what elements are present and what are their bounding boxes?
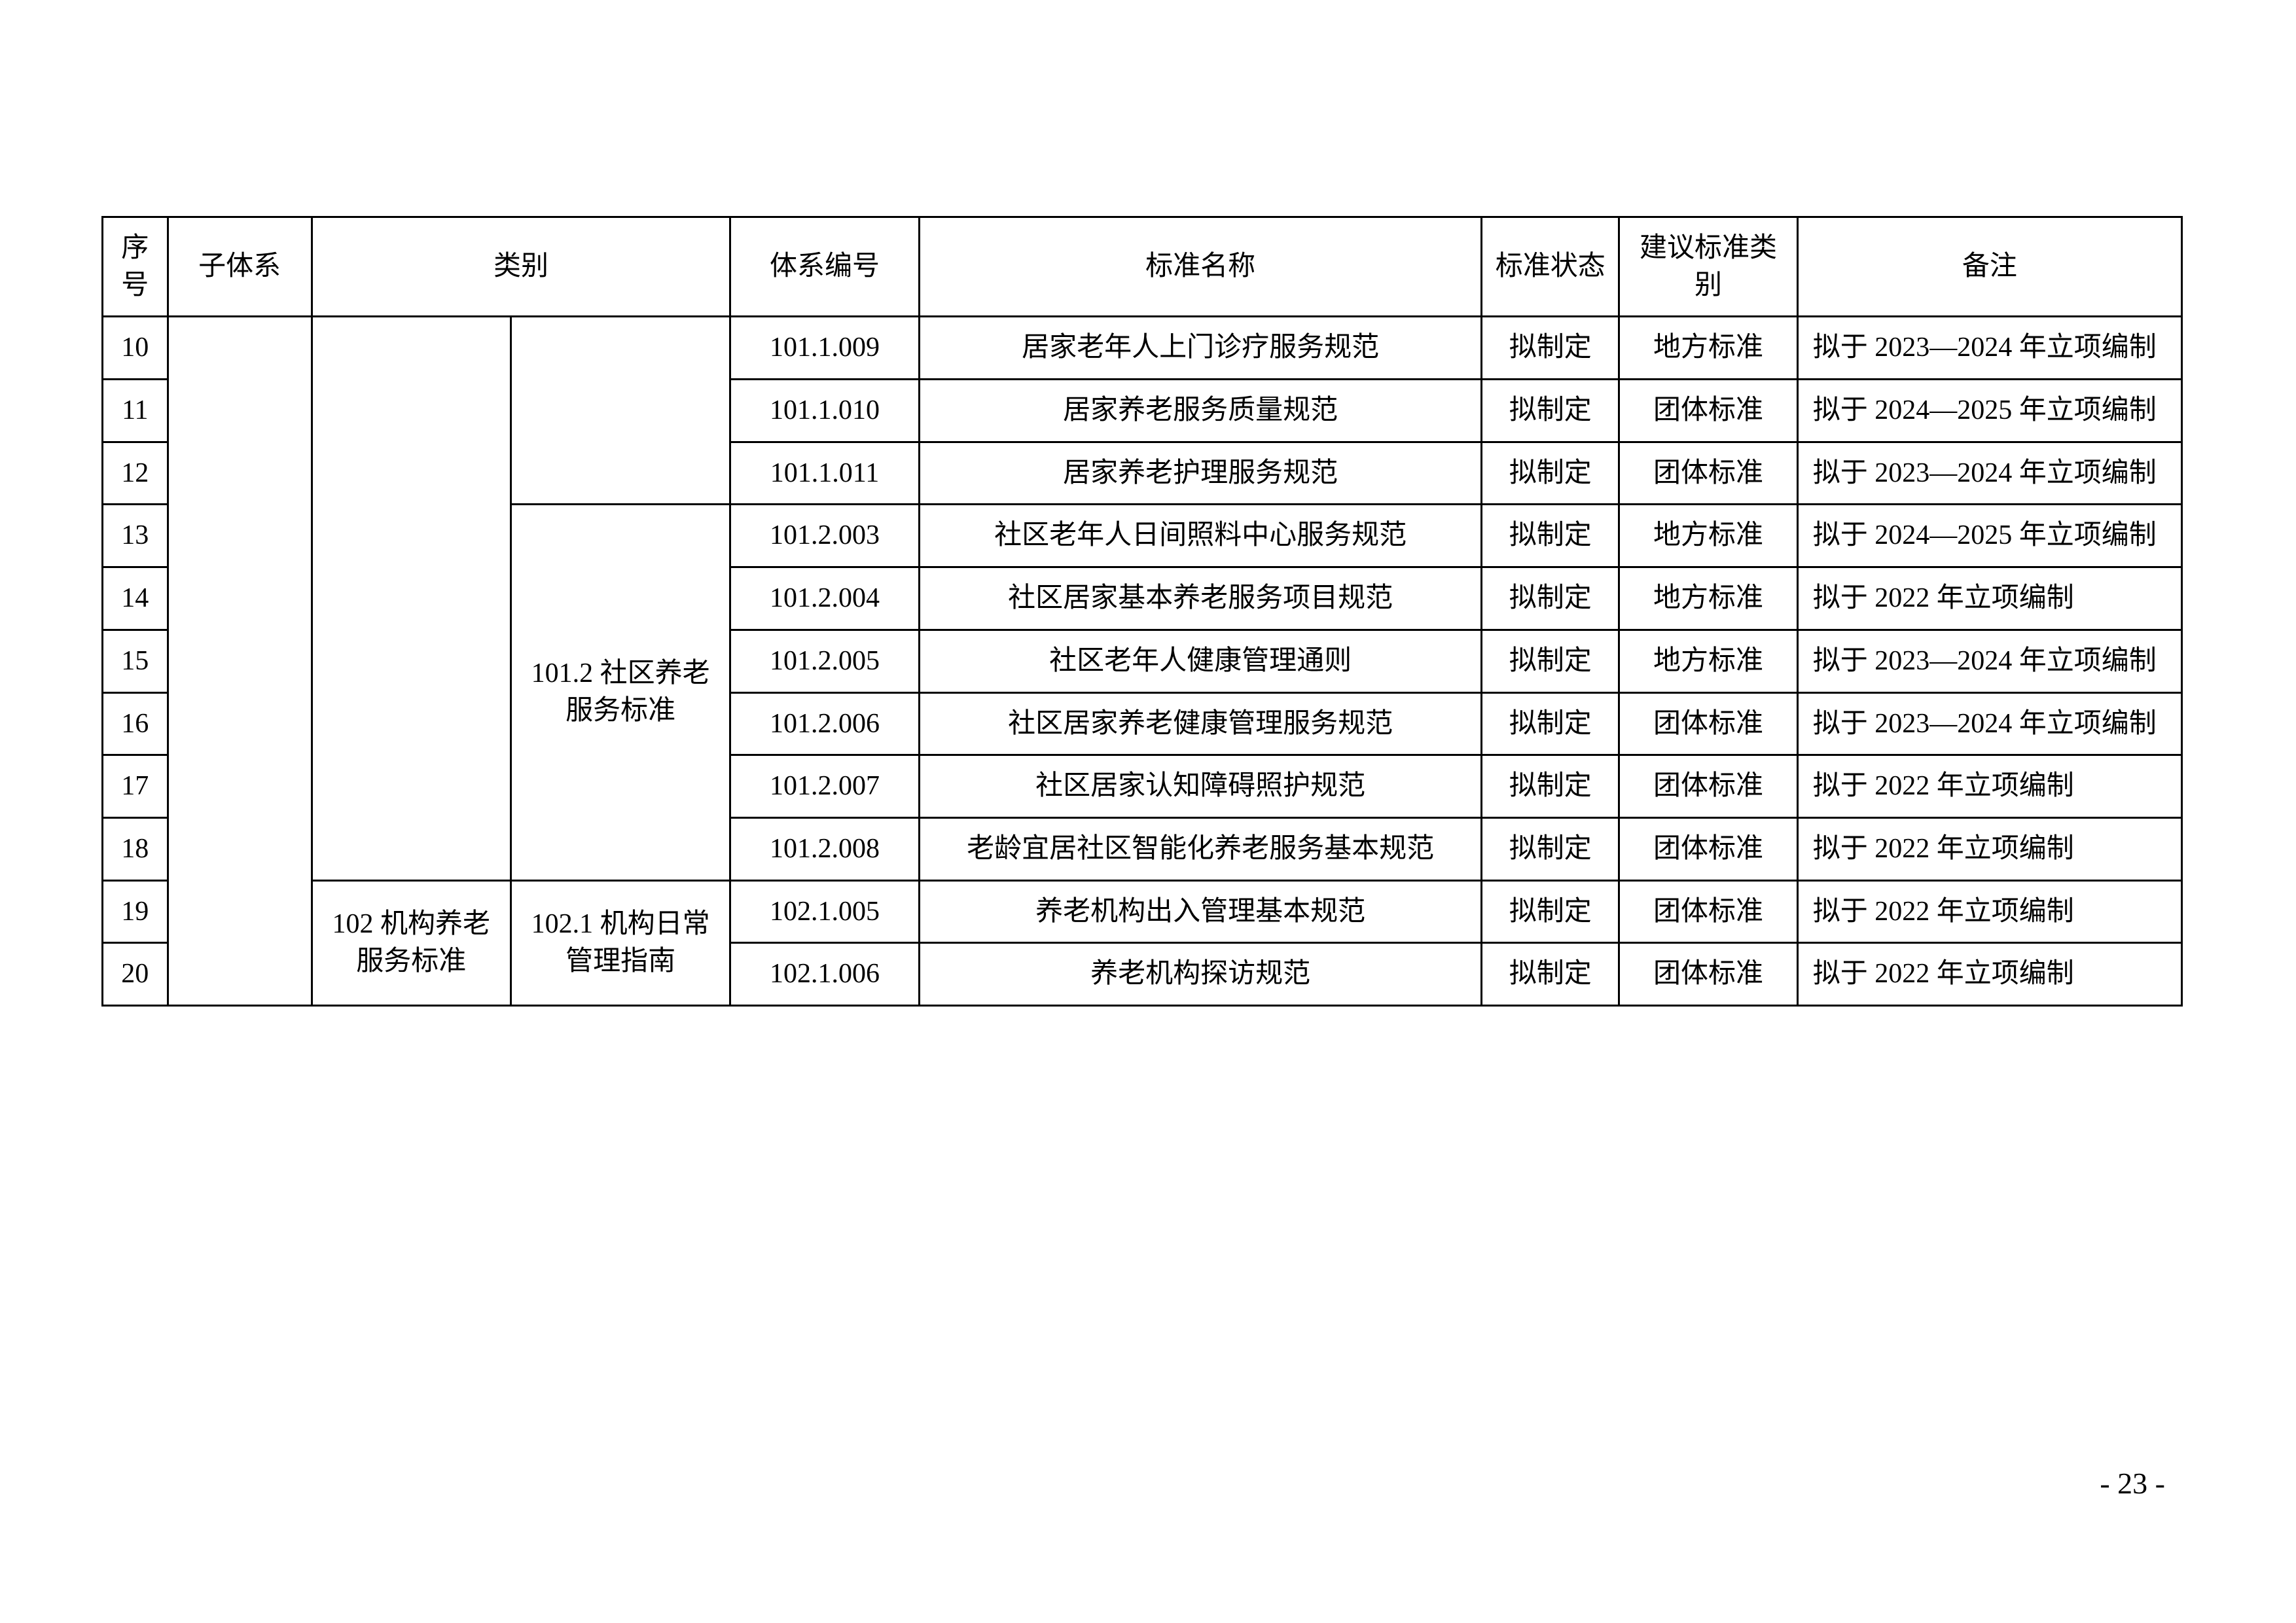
cell-name: 社区居家养老健康管理服务规范: [919, 692, 1482, 755]
cell-remark: 拟于 2022 年立项编制: [1797, 817, 2181, 880]
cell-status: 拟制定: [1482, 943, 1619, 1006]
cell-seq: 11: [103, 380, 168, 442]
cell-type: 地方标准: [1619, 630, 1798, 692]
standards-table: 序号 子体系 类别 体系编号 标准名称 标准状态 建议标准类别 备注 10: [101, 216, 2183, 1007]
cell-type: 团体标准: [1619, 880, 1798, 943]
cell-code: 102.1.006: [730, 943, 919, 1006]
cell-type: 团体标准: [1619, 442, 1798, 505]
cell-code: 101.2.005: [730, 630, 919, 692]
cell-category2-a: [511, 317, 730, 505]
col-seq: 序号: [103, 217, 168, 317]
cell-name: 养老机构探访规范: [919, 943, 1482, 1006]
cell-status: 拟制定: [1482, 505, 1619, 567]
cell-remark: 拟于 2023—2024 年立项编制: [1797, 630, 2181, 692]
col-name: 标准名称: [919, 217, 1482, 317]
col-type: 建议标准类别: [1619, 217, 1798, 317]
cell-status: 拟制定: [1482, 317, 1619, 380]
cell-category2-c: 102.1 机构日常管理指南: [511, 880, 730, 1005]
cell-code: 101.1.011: [730, 442, 919, 505]
cell-type: 地方标准: [1619, 317, 1798, 380]
cell-name: 社区居家认知障碍照护规范: [919, 755, 1482, 818]
cell-name: 社区居家基本养老服务项目规范: [919, 567, 1482, 630]
cell-status: 拟制定: [1482, 380, 1619, 442]
cell-remark: 拟于 2024—2025 年立项编制: [1797, 505, 2181, 567]
page-number: - 23 -: [2100, 1466, 2165, 1501]
cell-seq: 16: [103, 692, 168, 755]
col-sub: 子体系: [168, 217, 312, 317]
col-status: 标准状态: [1482, 217, 1619, 317]
cell-category1-a: [312, 317, 511, 880]
cell-status: 拟制定: [1482, 442, 1619, 505]
cell-seq: 17: [103, 755, 168, 818]
document-page: 序号 子体系 类别 体系编号 标准名称 标准状态 建议标准类别 备注 10: [0, 0, 2296, 1623]
cell-name: 养老机构出入管理基本规范: [919, 880, 1482, 943]
cell-status: 拟制定: [1482, 817, 1619, 880]
cell-seq: 12: [103, 442, 168, 505]
standards-table-wrapper: 序号 子体系 类别 体系编号 标准名称 标准状态 建议标准类别 备注 10: [101, 216, 2183, 1007]
cell-seq: 18: [103, 817, 168, 880]
cell-code: 101.1.010: [730, 380, 919, 442]
cell-code: 101.2.006: [730, 692, 919, 755]
cell-type: 地方标准: [1619, 567, 1798, 630]
col-remark: 备注: [1797, 217, 2181, 317]
cell-remark: 拟于 2024—2025 年立项编制: [1797, 380, 2181, 442]
cell-category2-b: 101.2 社区养老服务标准: [511, 505, 730, 880]
cell-status: 拟制定: [1482, 755, 1619, 818]
cell-type: 地方标准: [1619, 505, 1798, 567]
cell-type: 团体标准: [1619, 817, 1798, 880]
cell-subsystem-empty: [168, 317, 312, 1006]
cell-seq: 10: [103, 317, 168, 380]
cell-status: 拟制定: [1482, 692, 1619, 755]
cell-category1-b: 102 机构养老服务标准: [312, 880, 511, 1005]
cell-name: 社区老年人日间照料中心服务规范: [919, 505, 1482, 567]
col-code: 体系编号: [730, 217, 919, 317]
cell-code: 101.1.009: [730, 317, 919, 380]
cell-name: 老龄宜居社区智能化养老服务基本规范: [919, 817, 1482, 880]
table-row: 19 102 机构养老服务标准 102.1 机构日常管理指南 102.1.005…: [103, 880, 2182, 943]
cell-status: 拟制定: [1482, 567, 1619, 630]
cell-type: 团体标准: [1619, 380, 1798, 442]
cell-type: 团体标准: [1619, 755, 1798, 818]
cell-code: 101.2.008: [730, 817, 919, 880]
cell-type: 团体标准: [1619, 943, 1798, 1006]
cell-remark: 拟于 2022 年立项编制: [1797, 943, 2181, 1006]
cell-status: 拟制定: [1482, 880, 1619, 943]
cell-code: 101.2.003: [730, 505, 919, 567]
cell-seq: 14: [103, 567, 168, 630]
cell-name: 居家养老护理服务规范: [919, 442, 1482, 505]
table-header-row: 序号 子体系 类别 体系编号 标准名称 标准状态 建议标准类别 备注: [103, 217, 2182, 317]
cell-remark: 拟于 2023—2024 年立项编制: [1797, 317, 2181, 380]
cell-status: 拟制定: [1482, 630, 1619, 692]
cell-type: 团体标准: [1619, 692, 1798, 755]
cell-code: 101.2.007: [730, 755, 919, 818]
cell-remark: 拟于 2022 年立项编制: [1797, 755, 2181, 818]
cell-seq: 15: [103, 630, 168, 692]
cell-seq: 13: [103, 505, 168, 567]
col-category: 类别: [312, 217, 730, 317]
cell-remark: 拟于 2023—2024 年立项编制: [1797, 442, 2181, 505]
table-row: 10 101.1.009 居家老年人上门诊疗服务规范 拟制定 地方标准 拟于 2…: [103, 317, 2182, 380]
cell-seq: 20: [103, 943, 168, 1006]
cell-remark: 拟于 2022 年立项编制: [1797, 567, 2181, 630]
cell-code: 101.2.004: [730, 567, 919, 630]
cell-remark: 拟于 2022 年立项编制: [1797, 880, 2181, 943]
cell-seq: 19: [103, 880, 168, 943]
cell-remark: 拟于 2023—2024 年立项编制: [1797, 692, 2181, 755]
cell-code: 102.1.005: [730, 880, 919, 943]
cell-name: 居家老年人上门诊疗服务规范: [919, 317, 1482, 380]
cell-name: 社区老年人健康管理通则: [919, 630, 1482, 692]
cell-name: 居家养老服务质量规范: [919, 380, 1482, 442]
